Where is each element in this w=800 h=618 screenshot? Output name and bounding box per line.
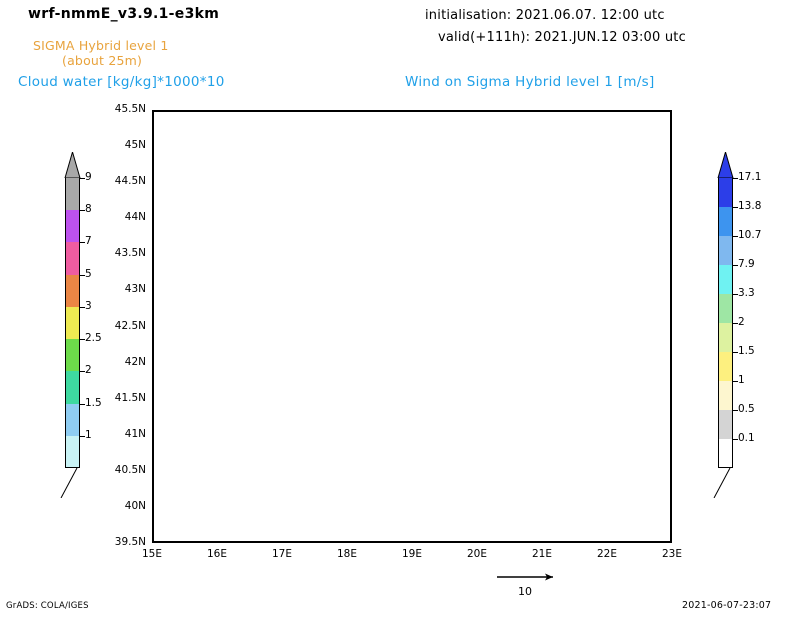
colorbar-tick: [733, 439, 738, 440]
lon-tick-label: 19E: [402, 548, 422, 560]
lon-tick-label: 18E: [337, 548, 357, 560]
colorbar-band: [718, 177, 733, 207]
colorbar-tick-label: 13.8: [738, 200, 762, 212]
colorbar-tick-label: 3: [85, 299, 92, 312]
lat-tick-label: 40N: [124, 499, 146, 512]
lon-tick-label: 17E: [272, 548, 292, 560]
model-title: wrf-nmmE_v3.9.1-e3km: [28, 6, 220, 22]
lat-tick-label: 44N: [124, 211, 146, 224]
lat-tick-label: 45.5N: [114, 103, 146, 115]
colorbar-tick-label: 2: [85, 364, 92, 377]
colorbar-tick: [733, 207, 738, 208]
colorbar-tick-label: 7: [85, 235, 92, 248]
cloud-water-colorbar: 1 1.5 2 2.5 3 5 7 8 9: [60, 152, 102, 498]
colorbar-bottom-whisker: [60, 468, 78, 498]
colorbar-band: [65, 370, 80, 404]
colorbar-tick-label: 3.3: [738, 287, 755, 299]
wind-speed-colorbar: 0.1 0.5 1 1.5 2 3.3 7.9 10.7 13.8 17.1: [713, 152, 761, 498]
colorbar-band: [718, 322, 733, 352]
colorbar-tick-label: 1.5: [85, 396, 102, 409]
lat-tick-label: 42N: [124, 355, 146, 368]
level-label-line2: (about 25m): [62, 53, 143, 68]
colorbar-tick: [733, 381, 738, 382]
colorbar-band: [718, 235, 733, 265]
colorbar-tick: [80, 178, 85, 179]
colorbar-tick: [80, 210, 85, 212]
level-label-line1: SIGMA Hybrid level 1: [33, 38, 169, 53]
colorbar-tick: [80, 306, 85, 308]
colorbar-band: [65, 273, 80, 307]
colorbar-tick: [733, 178, 738, 179]
lat-tick-label: 41.5N: [114, 391, 146, 404]
colorbar-tick: [80, 435, 85, 437]
colorbar-tick-label: 0.1: [738, 432, 755, 444]
colorbar-band: [718, 351, 733, 381]
colorbar-tick: [80, 371, 85, 373]
colorbar-tick: [80, 403, 85, 405]
colorbar-tick: [80, 242, 85, 244]
colorbar-bottom-whisker: [713, 468, 731, 498]
colorbar-tick: [80, 339, 85, 341]
colorbar-tick: [733, 236, 738, 237]
render-timestamp: 2021-06-07-23:07: [682, 600, 772, 611]
colorbar-band: [65, 402, 80, 436]
colorbar-band: [65, 305, 80, 340]
colorbar-band: [718, 380, 733, 410]
colorbar-band: [718, 293, 733, 323]
lon-tick-label: 16E: [207, 548, 227, 560]
colorbar-tick-label: 1: [738, 374, 745, 386]
lon-tick-label: 15E: [142, 548, 162, 560]
colorbar-tick-label: 10.7: [738, 229, 762, 241]
colorbar-band: [65, 209, 80, 243]
left-variable-label: Cloud water [kg/kg]*1000*10: [18, 74, 225, 90]
valid-time: valid(+111h): 2021.JUN.12 03:00 utc: [438, 30, 686, 45]
colorbar-tick-label: 1.5: [738, 345, 755, 357]
lat-tick-label: 44.5N: [114, 175, 146, 188]
colorbar-tick-label: 7.9: [738, 258, 755, 270]
colorbar-band: [718, 439, 733, 468]
colorbar-band: [65, 338, 80, 372]
colorbar-band: [718, 264, 733, 294]
colorbar-tick: [733, 323, 738, 324]
lat-tick-label: 40.5N: [114, 463, 146, 476]
lat-tick-label: 43.5N: [114, 247, 146, 260]
lon-tick-label: 21E: [532, 548, 552, 560]
map-panel: [152, 110, 672, 543]
right-variable-label: Wind on Sigma Hybrid level 1 [m/s]: [405, 74, 655, 90]
colorbar-tick-label: 9: [85, 171, 92, 183]
lat-tick-label: 45N: [124, 139, 146, 152]
map-frame: [152, 110, 672, 543]
colorbar-tick-label: 8: [85, 203, 92, 216]
lat-tick-label: 42.5N: [114, 319, 146, 332]
colorbar-tick-label: 5: [85, 267, 92, 280]
grads-credit: GrADS: COLA/IGES: [6, 601, 89, 611]
colorbar-tick-label: 1: [85, 428, 92, 441]
colorbar-tick-label: 2.5: [85, 332, 102, 345]
colorbar-band: [65, 434, 80, 468]
colorbar-tick-label: 2: [738, 316, 745, 328]
colorbar-tick: [733, 352, 738, 353]
colorbar-tick: [733, 410, 738, 411]
lat-tick-label: 39.5N: [114, 536, 146, 548]
wind-reference-label: 10: [518, 585, 532, 598]
colorbar-tick-label: 0.5: [738, 403, 755, 415]
lat-tick-label: 43N: [124, 283, 146, 296]
colorbar-band: [65, 241, 80, 275]
lon-tick-label: 20E: [467, 548, 487, 560]
lon-tick-label: 23E: [662, 548, 682, 560]
initialisation-time: initialisation: 2021.06.07. 12:00 utc: [425, 8, 665, 23]
colorbar-tick: [733, 294, 738, 295]
lat-tick-label: 41N: [124, 427, 146, 440]
colorbar-band: [65, 177, 80, 211]
colorbar-tick: [80, 274, 85, 276]
colorbar-top-arrow: [64, 152, 81, 178]
colorbar-tick-label: 17.1: [738, 171, 762, 183]
colorbar-band: [718, 206, 733, 236]
wind-reference-vector: [497, 573, 553, 581]
colorbar-top-arrow: [717, 152, 734, 178]
colorbar-tick: [733, 265, 738, 266]
lon-tick-label: 22E: [597, 548, 617, 560]
colorbar-band: [718, 409, 733, 439]
